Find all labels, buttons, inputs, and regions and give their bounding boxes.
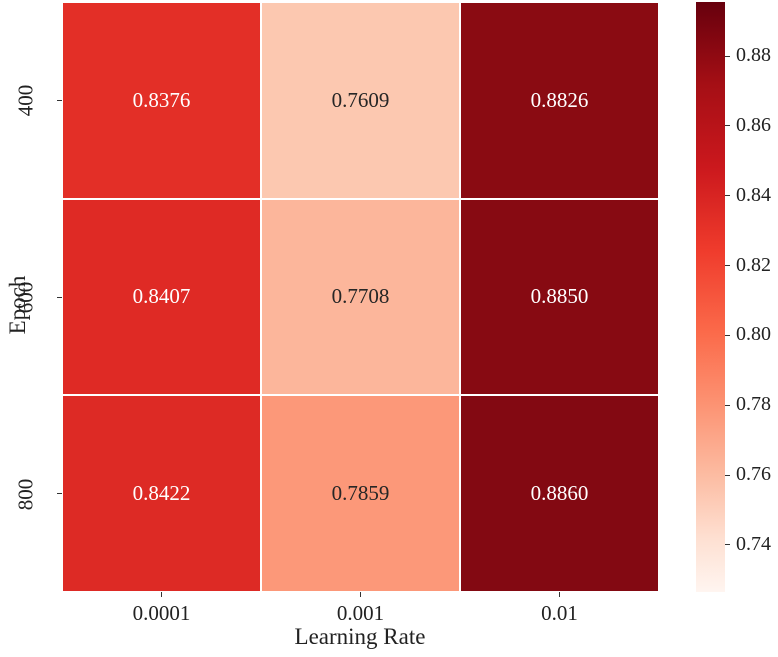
- heatmap-cell: 0.7609: [261, 2, 460, 199]
- y-tick-label: 400: [13, 85, 38, 117]
- y-tick-mark: [57, 493, 62, 495]
- heatmap-cell: 0.8860: [460, 395, 659, 592]
- y-tick-mark: [57, 296, 62, 298]
- y-tick-label: 800: [13, 478, 38, 510]
- colorbar: [696, 2, 725, 592]
- x-tick-label: 0.0001: [132, 601, 191, 625]
- heatmap-cell: 0.8376: [62, 2, 261, 199]
- colorbar-tick-label: 0.88: [736, 44, 771, 67]
- colorbar-tick-mark: [725, 404, 730, 406]
- y-axis-label: Epoch: [5, 275, 30, 335]
- colorbar-tick-mark: [725, 265, 730, 267]
- colorbar-tick-mark: [725, 544, 730, 546]
- heatmap-cell: 0.7708: [261, 198, 460, 396]
- heatmap-cell: 0.8850: [460, 198, 659, 396]
- x-axis-label: Learning Rate: [294, 624, 426, 649]
- heatmap-cell: 0.7859: [261, 395, 460, 592]
- x-tick-label: 0.001: [336, 601, 385, 625]
- colorbar-tick-label: 0.82: [736, 253, 771, 276]
- colorbar-tick-mark: [725, 195, 730, 197]
- y-tick-mark: [57, 99, 62, 101]
- colorbar-tick-label: 0.84: [736, 183, 771, 206]
- colorbar-tick-mark: [725, 55, 730, 57]
- x-tick-mark: [161, 592, 162, 597]
- heatmap-cell: 0.8422: [62, 395, 261, 592]
- colorbar-tick-mark: [725, 334, 730, 336]
- colorbar-tick-label: 0.86: [736, 113, 771, 136]
- heatmap-cell: 0.8407: [62, 198, 261, 396]
- x-tick-label: 0.01: [541, 601, 578, 625]
- colorbar-tick-mark: [725, 125, 730, 127]
- colorbar-tick-label: 0.78: [736, 393, 771, 416]
- colorbar-tick-label: 0.74: [736, 532, 771, 555]
- x-tick-mark: [559, 592, 560, 597]
- x-tick-mark: [360, 592, 361, 597]
- colorbar-tick-label: 0.76: [736, 463, 771, 486]
- heatmap-cell: 0.8826: [460, 2, 659, 199]
- colorbar-tick-mark: [725, 474, 730, 476]
- colorbar-tick-label: 0.80: [736, 323, 771, 346]
